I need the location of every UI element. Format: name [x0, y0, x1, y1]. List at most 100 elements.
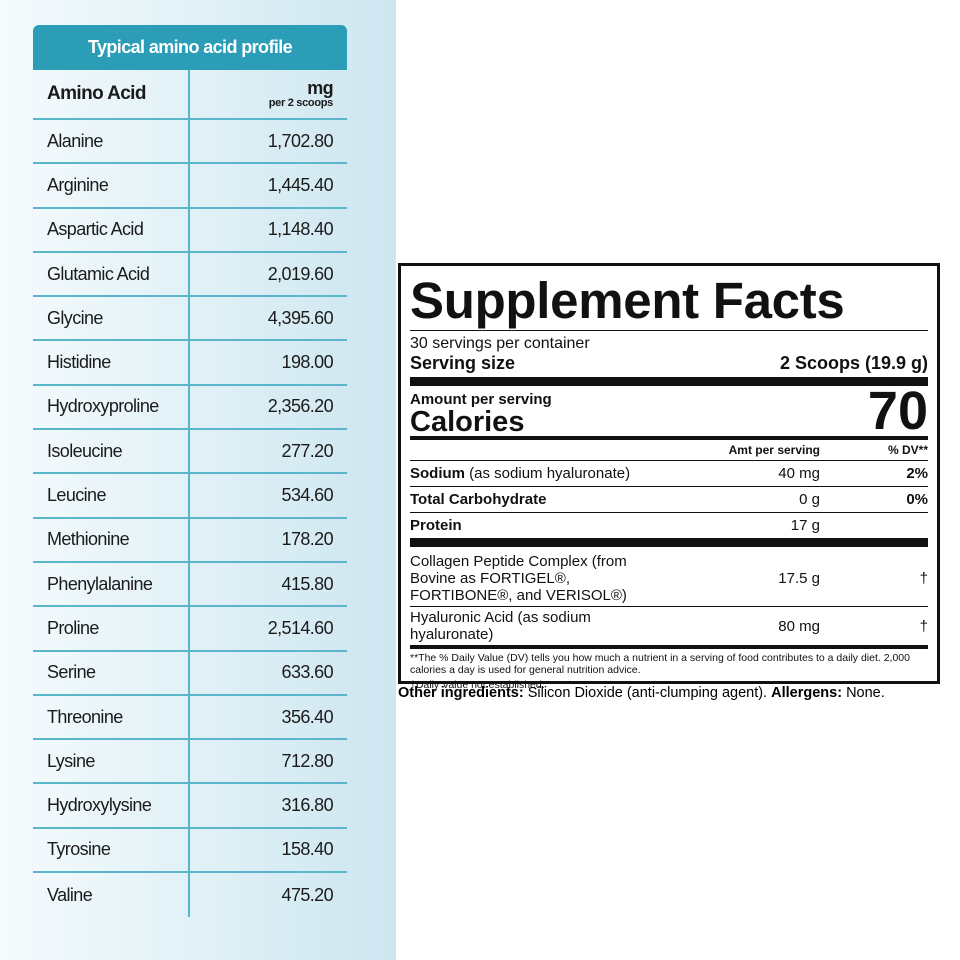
amino-acid: Leucine — [33, 474, 190, 517]
other-components: Collagen Peptide Complex (from Bovine as… — [410, 547, 928, 645]
amino-acid: Threonine — [33, 695, 190, 739]
amino-acid: Methionine — [33, 518, 190, 561]
amount: 198.00 — [281, 352, 334, 373]
amino-acid: Glycine — [33, 297, 190, 340]
amount-label: Amount per serving — [410, 391, 552, 408]
table-row: Histidine 198.00 — [33, 341, 347, 386]
table-row: Lysine 712.80 — [33, 740, 347, 785]
nutrient-header: Amt per serving % DV** — [410, 440, 928, 461]
amount: 2,356.20 — [267, 396, 334, 417]
table-row: Leucine 534.60 — [33, 474, 347, 519]
divider — [410, 436, 928, 440]
calories-value: 70 — [867, 381, 928, 441]
table-row: Glutamic Acid 2,019.60 — [33, 252, 347, 298]
table-row: Aspartic Acid 1,148.40 — [33, 208, 347, 253]
amount: 277.20 — [281, 440, 334, 461]
column-header: % DV** — [887, 443, 928, 457]
calories-label: Calories — [410, 406, 525, 438]
amount: 475.20 — [281, 884, 334, 905]
amount: 80 mg — [778, 617, 820, 635]
amount: 1,445.40 — [267, 174, 334, 195]
daily-value: 0% — [906, 491, 928, 508]
supplement-facts: Supplement Facts 30 servings per contain… — [398, 263, 940, 691]
servings: 30 servings per container — [410, 335, 590, 352]
amino-acid: Hydroxylysine — [33, 784, 190, 827]
amount: 1,148.40 — [267, 219, 334, 240]
amount: 356.40 — [281, 706, 334, 727]
table-row: Methionine 178.20 — [33, 518, 347, 563]
table-row: Isoleucine 277.20 — [33, 430, 347, 475]
nutrient-row: Sodium (as sodium hyaluronate) 40 mg 2% — [410, 461, 928, 487]
table-row: Serine 633.60 — [33, 651, 347, 696]
amino-table: Typical amino acid profile Amino Acid mg… — [33, 25, 347, 918]
column-header: Amino Acid — [33, 70, 190, 118]
component-name: Collagen Peptide Complex (from Bovine as… — [410, 553, 627, 604]
table-row: Threonine 356.40 — [33, 695, 347, 741]
header-row: Amino Acid mg per 2 scoops — [33, 70, 347, 120]
footnote: **The % Daily Value (DV) tells you how m… — [410, 652, 910, 676]
footnote: †Daily Value not established. — [410, 679, 545, 691]
table-row: Hydroxylysine 316.80 — [33, 784, 347, 829]
table-row: Alanine 1,702.80 — [33, 120, 347, 165]
daily-value: 2% — [906, 465, 928, 482]
label: Serving size — [410, 353, 516, 373]
nutrient-name: Protein — [410, 517, 462, 534]
table-row: Tyrosine 158.40 — [33, 828, 347, 874]
amount: 316.80 — [281, 795, 334, 816]
amino-acid: Hydroxyproline — [33, 385, 190, 429]
calories-labels: Amount per serving Calories — [410, 391, 552, 438]
amount: 415.80 — [281, 573, 334, 594]
amount: 1,702.80 — [267, 130, 334, 151]
table-row: Hydroxyproline 2,356.20 — [33, 385, 347, 431]
table-row: Phenylalanine 415.80 — [33, 562, 347, 608]
nutrient-detail: (as sodium hyaluronate) — [469, 465, 631, 482]
amount: 2,019.60 — [267, 263, 334, 284]
amount: 158.40 — [281, 839, 334, 860]
amino-acid: Alanine — [33, 120, 190, 163]
amino-acid: Valine — [33, 873, 190, 918]
amount: 633.60 — [281, 662, 334, 683]
serving-size: Serving size 2 Scoops (19.9 g) — [410, 353, 928, 377]
nutrient-name-cell: Protein — [410, 517, 690, 534]
amount: 534.60 — [281, 485, 334, 506]
divider — [410, 645, 928, 649]
amino-acid: Serine — [33, 651, 190, 694]
value: 2 Scoops (19.9 g) — [779, 353, 928, 373]
table-title: Typical amino acid profile — [33, 25, 347, 70]
daily-value: † — [919, 570, 928, 587]
amino-acid: Isoleucine — [33, 430, 190, 473]
amount: 4,395.60 — [267, 307, 334, 328]
text: None. — [846, 685, 885, 701]
label: Other ingredients: — [398, 685, 524, 701]
nutrient-name-cell: Total Carbohydrate — [410, 491, 690, 508]
amount: 40 mg — [778, 465, 820, 482]
daily-value: † — [919, 617, 928, 635]
table-row: Proline 2,514.60 — [33, 607, 347, 652]
unit-note: per 2 scoops — [268, 96, 334, 109]
label: Allergens: — [771, 685, 843, 701]
amount: 2,514.60 — [267, 617, 334, 638]
amount: 0 g — [799, 491, 820, 508]
amino-acid: Proline — [33, 607, 190, 650]
amino-acid: Arginine — [33, 164, 190, 207]
amount: 17 g — [790, 517, 820, 534]
nutrients: Sodium (as sodium hyaluronate) 40 mg 2% Tot… — [410, 461, 928, 538]
facts-title: Supplement Facts — [410, 272, 928, 331]
column-header: Amt per serving — [728, 443, 820, 457]
table-row: Arginine 1,445.40 — [33, 164, 347, 209]
text: Silicon Dioxide (anti-clumping agent). — [527, 685, 768, 701]
other-ingredients: Other ingredients: Silicon Dioxide (anti… — [398, 685, 885, 701]
nutrient-row: Total Carbohydrate 0 g 0% — [410, 487, 928, 513]
nutrient-name: Total Carbohydrate — [410, 491, 547, 508]
amino-acid: Glutamic Acid — [33, 252, 190, 296]
table-row: Valine 475.20 — [33, 873, 347, 918]
amount: 17.5 g — [778, 570, 820, 587]
calories-row: Amount per serving Calories 70 — [410, 381, 928, 441]
table-body: Alanine 1,702.80 Arginine 1,445.40 Aspartic … — [33, 120, 347, 918]
amino-acid: Phenylalanine — [33, 562, 190, 606]
amino-acid: Tyrosine — [33, 828, 190, 872]
amino-acid: Lysine — [33, 740, 190, 783]
table-row: Glycine 4,395.60 — [33, 297, 347, 342]
component-row: Collagen Peptide Complex (from Bovine as… — [410, 547, 928, 606]
